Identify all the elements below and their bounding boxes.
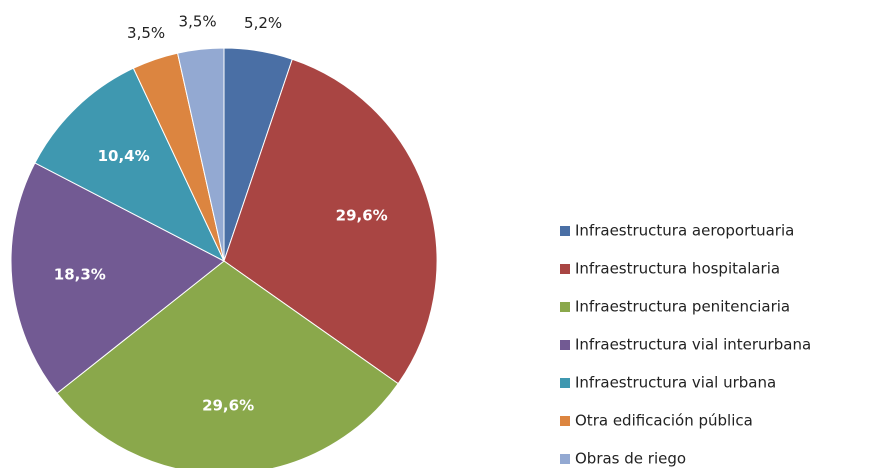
pie-slice	[34, 67, 226, 263]
pie-slice	[176, 47, 225, 262]
legend-label: Infraestructura vial urbana	[575, 374, 776, 392]
legend-swatch	[560, 226, 570, 236]
legend-swatch	[560, 264, 570, 274]
data-label: 10,4%	[98, 147, 150, 165]
data-label: 3,5%	[179, 12, 217, 30]
legend-swatch	[560, 454, 570, 464]
legend-label: Obras de riego	[575, 450, 686, 468]
data-label: 29,6%	[336, 207, 388, 225]
legend-label: Infraestructura aeroportuaria	[575, 222, 794, 240]
legend-label: Infraestructura hospitalaria	[575, 260, 780, 278]
data-label: 29,6%	[202, 396, 254, 414]
pie-slice	[10, 162, 225, 394]
legend-swatch	[560, 302, 570, 312]
data-label: 3,5%	[127, 24, 165, 42]
legend-swatch	[560, 378, 570, 388]
data-label: 5,2%	[244, 14, 282, 32]
legend-label: Otra edificación pública	[575, 412, 753, 430]
pie-slice	[56, 260, 399, 468]
pie-slice	[223, 58, 438, 385]
legend-label: Infraestructura penitenciaria	[575, 298, 790, 316]
legend-swatch	[560, 416, 570, 426]
legend-swatch	[560, 340, 570, 350]
legend-label: Infraestructura vial interurbana	[575, 336, 811, 354]
data-label: 18,3%	[54, 265, 106, 283]
